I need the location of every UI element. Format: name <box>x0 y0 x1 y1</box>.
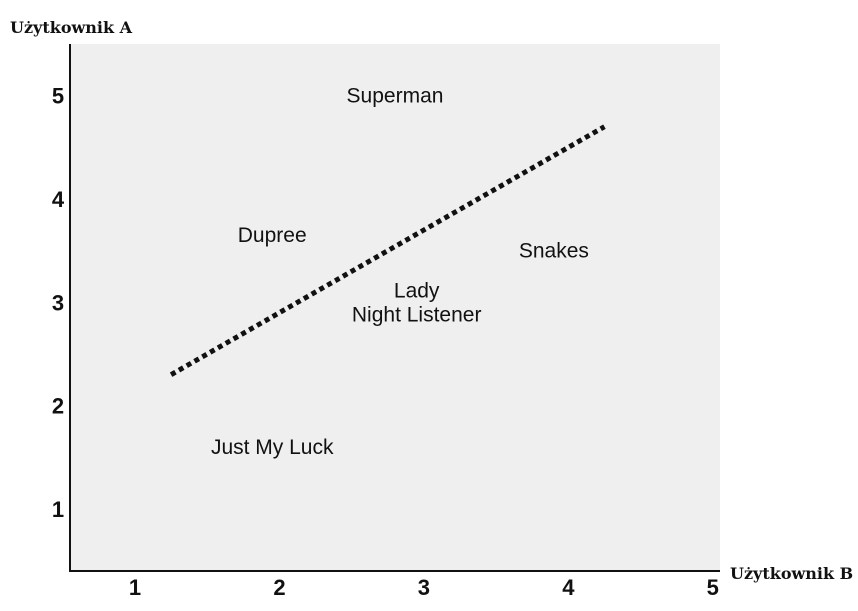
y-tick-label: 2 <box>52 394 64 419</box>
plot-area <box>70 44 720 571</box>
data-point-label: Snakes <box>519 240 589 263</box>
data-point-label: Lady Night Listener <box>352 279 482 326</box>
data-point-label: Dupree <box>238 224 307 247</box>
trend-line <box>169 124 606 377</box>
data-point-label: Just My Luck <box>211 436 334 459</box>
x-axis-title: Użytkownik B <box>730 564 853 583</box>
x-tick-label: 2 <box>273 575 285 600</box>
y-tick-label: 1 <box>52 497 64 522</box>
x-tick-label: 1 <box>129 575 141 600</box>
x-tick-label: 4 <box>562 575 575 600</box>
y-axis-title: Użytkownik A <box>10 18 133 37</box>
x-tick-label: 5 <box>707 575 719 600</box>
y-tick-label: 4 <box>52 187 65 212</box>
y-tick-label: 5 <box>52 84 64 109</box>
y-tick-label: 3 <box>52 290 64 315</box>
x-tick-label: 3 <box>418 575 430 600</box>
data-point-label: Superman <box>347 85 444 108</box>
